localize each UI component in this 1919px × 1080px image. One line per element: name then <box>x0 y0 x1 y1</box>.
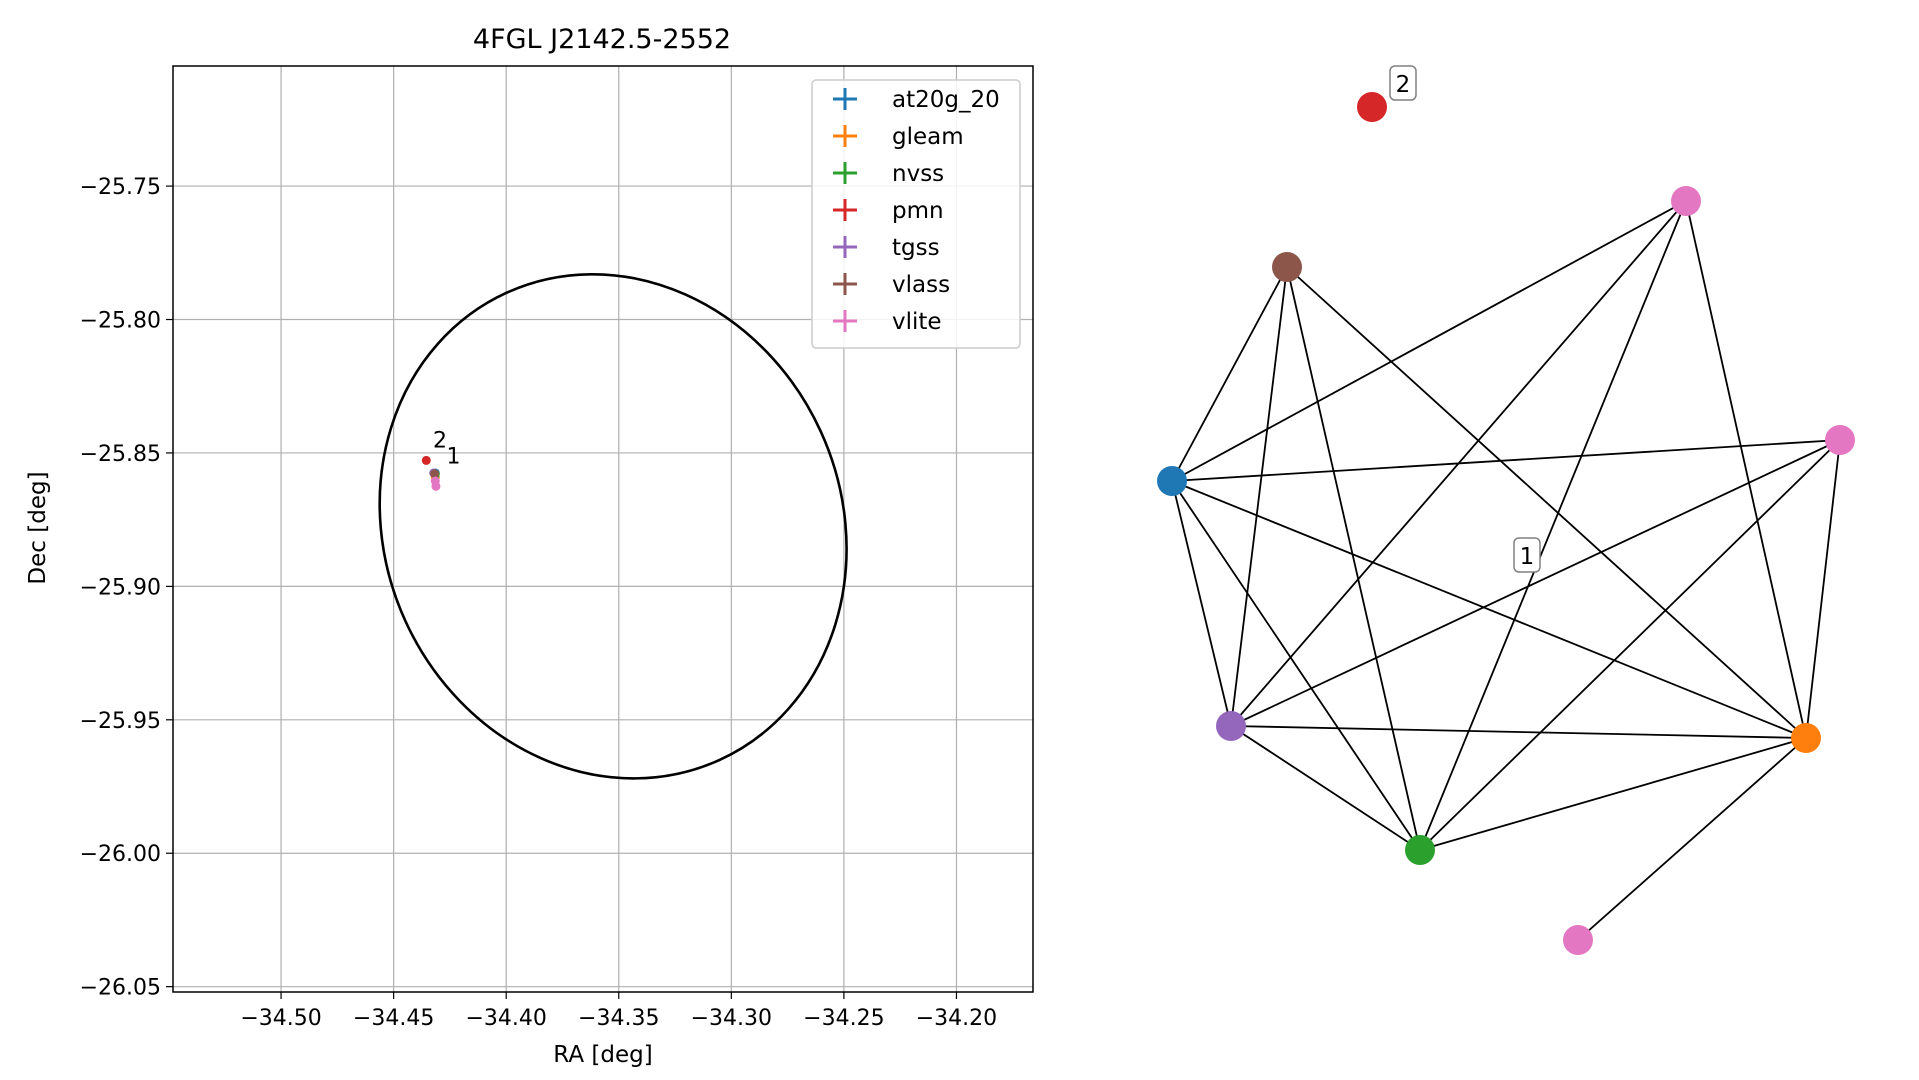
graph-edge <box>1171 480 1807 739</box>
graph-label-text: 2 <box>1396 72 1411 98</box>
graph-edge <box>1419 737 1807 851</box>
y-tick-label: −25.80 <box>80 309 161 334</box>
y-axis-label: Dec [deg] <box>25 471 51 584</box>
plot-frame <box>172 65 1034 993</box>
x-tick-label: −34.20 <box>916 1006 997 1031</box>
axis-ticks: −34.50 −34.45 −34.40 −34.35 −34.30 −34.25 −34.… <box>80 175 998 1031</box>
graph-edge <box>1685 200 1807 739</box>
legend-label-gleam: gleam <box>892 124 964 150</box>
point-annotation-1: 1 <box>447 445 461 470</box>
graph-label-box <box>1389 65 1417 101</box>
point-pmn <box>421 455 431 465</box>
legend-item-vlass: vlass <box>833 272 950 298</box>
graph-edge <box>1230 725 1807 739</box>
graph-label-1: 1 <box>1513 537 1541 573</box>
y-tick-label: −25.90 <box>80 575 161 600</box>
legend-label-tgss: tgss <box>892 235 940 261</box>
graph-edge <box>1230 266 1288 727</box>
chart-title: 4FGL J2142.5-2552 <box>473 24 731 55</box>
graph-node-at20g_20 <box>1157 466 1187 496</box>
y-tick-label: −25.75 <box>80 175 161 200</box>
y-tick-label: −26.05 <box>80 976 161 1001</box>
graph-edge <box>1171 266 1288 482</box>
legend-item-vlite: vlite <box>833 309 942 335</box>
point-vlite <box>431 481 441 491</box>
network-graph: 21 <box>1157 65 1855 955</box>
legend-label-nvss: nvss <box>892 161 944 187</box>
graph-edge <box>1171 480 1232 727</box>
graph-nodes <box>1157 92 1855 955</box>
legend-label-vlass: vlass <box>892 272 950 298</box>
legend-item-tgss: tgss <box>833 235 940 261</box>
graph-edge <box>1171 200 1687 482</box>
graph-edge <box>1171 480 1421 851</box>
graph-edges <box>1171 200 1841 941</box>
graph-node-vlite_c <box>1563 925 1593 955</box>
graph-node-pmn <box>1357 92 1387 122</box>
graph-edge <box>1805 439 1841 739</box>
x-tick-label: −34.35 <box>578 1006 659 1031</box>
x-axis-label: RA [deg] <box>553 1042 652 1068</box>
graph-edge <box>1230 200 1687 727</box>
graph-label-text: 1 <box>1520 544 1535 570</box>
legend-item-gleam: gleam <box>833 124 964 150</box>
scatter-chart: 4FGL J2142.5-2552 21 −34.50 −34.45 −34.40−… <box>25 24 1034 1068</box>
legend-label-vlite: vlite <box>892 309 942 335</box>
y-tick-label: −25.95 <box>80 709 161 734</box>
graph-node-gleam <box>1791 723 1821 753</box>
error-ellipse-shape <box>378 272 848 780</box>
legend-label-at20g_20: at20g_20 <box>892 87 1000 113</box>
graph-edge <box>1230 725 1421 851</box>
graph-edge <box>1577 737 1807 941</box>
graph-edge <box>1419 439 1841 851</box>
y-tick-label: −25.85 <box>80 442 161 467</box>
graph-edge <box>1419 200 1687 851</box>
x-tick-label: −34.45 <box>353 1006 434 1031</box>
point-annotation-2: 2 <box>433 429 447 454</box>
graph-node-vlite_a <box>1671 186 1701 216</box>
graph-edge <box>1286 266 1807 739</box>
graph-edge <box>1286 266 1421 851</box>
legend-box <box>811 79 1021 349</box>
x-tick-label: −34.50 <box>240 1006 321 1031</box>
graph-label-2: 2 <box>1389 65 1417 101</box>
graph-node-nvss <box>1405 835 1435 865</box>
point-vlass <box>430 469 440 479</box>
legend-item-pmn: pmn <box>833 198 944 224</box>
legend-item-nvss: nvss <box>833 161 944 187</box>
point-annotations: 21 <box>433 429 461 470</box>
graph-edge <box>1230 439 1841 727</box>
x-tick-label: −34.40 <box>465 1006 546 1031</box>
graph-labels: 21 <box>1389 65 1541 573</box>
graph-label-box <box>1513 537 1541 573</box>
legend-label-pmn: pmn <box>892 198 944 224</box>
data-points <box>421 455 441 491</box>
graph-node-tgss <box>1216 711 1246 741</box>
legend-item-at20g_20: at20g_20 <box>833 87 1000 113</box>
graph-edge <box>1171 439 1841 482</box>
x-tick-label: −34.25 <box>803 1006 884 1031</box>
graph-node-vlite_b <box>1825 425 1855 455</box>
graph-node-vlass <box>1272 252 1302 282</box>
error-ellipse <box>378 272 848 780</box>
x-tick-label: −34.30 <box>691 1006 772 1031</box>
y-tick-label: −26.00 <box>80 842 161 867</box>
